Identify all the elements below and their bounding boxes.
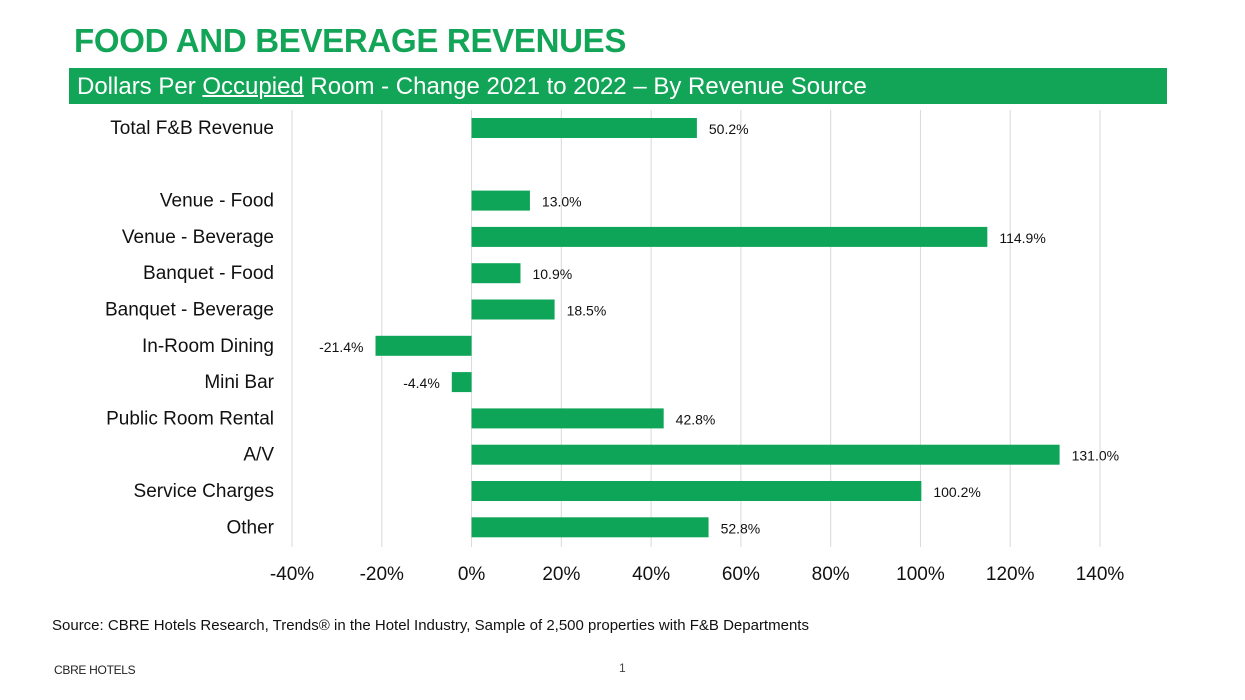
data-label: 13.0% bbox=[542, 194, 582, 210]
category-label: Venue - Food bbox=[160, 191, 274, 212]
bar bbox=[471, 118, 697, 138]
data-label: 114.9% bbox=[999, 230, 1045, 246]
bar bbox=[471, 299, 555, 320]
data-label: 52.8% bbox=[721, 520, 761, 536]
data-label: 50.2% bbox=[709, 121, 749, 137]
bar bbox=[471, 190, 530, 211]
category-label: Other bbox=[226, 517, 274, 538]
data-label: 131.0% bbox=[1072, 448, 1119, 464]
bar bbox=[471, 444, 1060, 465]
data-label: -21.4% bbox=[319, 339, 363, 355]
category-label: Banquet - Beverage bbox=[105, 300, 274, 321]
category-label: Mini Bar bbox=[204, 372, 274, 393]
x-tick-label: 40% bbox=[632, 564, 670, 585]
data-label: 18.5% bbox=[567, 303, 607, 319]
category-label: Banquet - Food bbox=[143, 263, 274, 284]
subtitle-underlined: Occupied bbox=[202, 73, 304, 100]
x-tick-label: 100% bbox=[896, 564, 945, 585]
x-tick-label: 0% bbox=[458, 564, 486, 585]
category-label: A/V bbox=[243, 445, 274, 466]
bar bbox=[471, 481, 922, 501]
x-tick-label: 20% bbox=[542, 564, 580, 585]
category-label: Service Charges bbox=[134, 481, 274, 502]
subtitle-pre: Dollars Per bbox=[77, 73, 203, 100]
x-tick-label: -40% bbox=[270, 564, 314, 585]
bar bbox=[471, 408, 664, 429]
x-tick-label: -20% bbox=[360, 564, 404, 585]
category-label: In-Room Dining bbox=[142, 336, 274, 357]
category-label: Public Room Rental bbox=[106, 408, 274, 429]
x-tick-label: 60% bbox=[722, 564, 760, 585]
subtitle-post: Room - Change 2021 to 2022 – By Revenue … bbox=[303, 73, 867, 100]
bar bbox=[471, 517, 709, 538]
chart-subtitle: Dollars Per Occupied Room - Change 2021 … bbox=[69, 68, 1167, 104]
bar bbox=[451, 372, 472, 393]
data-label: 10.9% bbox=[532, 266, 572, 282]
data-label: 100.2% bbox=[933, 484, 980, 500]
category-label: Total F&B Revenue bbox=[110, 118, 274, 139]
bar bbox=[375, 335, 472, 356]
footer-brand: CBRE HOTELS bbox=[54, 663, 136, 677]
bar bbox=[471, 226, 988, 247]
x-tick-label: 120% bbox=[986, 564, 1035, 585]
category-label: Venue - Beverage bbox=[122, 227, 274, 248]
source-note: Source: CBRE Hotels Research, Trends® in… bbox=[52, 617, 809, 634]
page-number: 1 bbox=[619, 661, 626, 675]
page-title: FOOD AND BEVERAGE REVENUES bbox=[74, 22, 627, 59]
bar bbox=[471, 263, 521, 284]
data-label: 42.8% bbox=[676, 411, 716, 427]
x-tick-label: 140% bbox=[1076, 564, 1125, 585]
x-tick-label: 80% bbox=[812, 564, 850, 585]
data-label: -4.4% bbox=[403, 375, 440, 391]
